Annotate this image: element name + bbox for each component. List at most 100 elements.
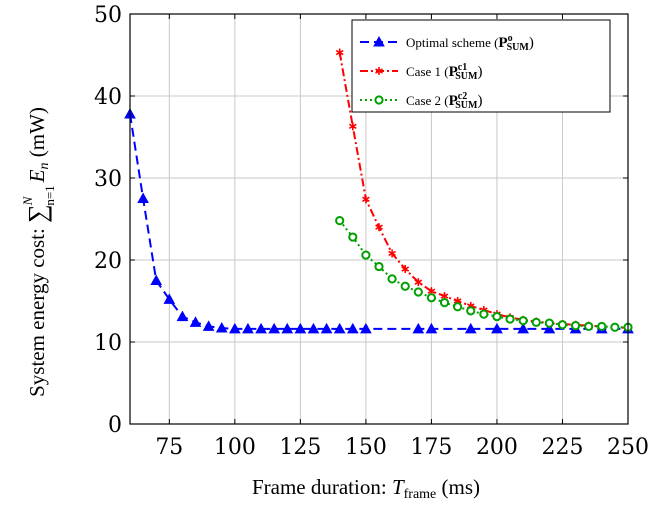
data-point [544, 318, 554, 328]
data-point [320, 322, 333, 334]
x-tick-label: 175 [410, 435, 452, 460]
legend-label-part: ) [477, 93, 482, 109]
legend-entry-2: Case 1 (Pc1 SUM) [360, 62, 482, 82]
legend-label-part: Case 1 ( [406, 64, 449, 79]
data-point [361, 250, 371, 260]
x-axis-label-unit: (ms) [436, 475, 480, 499]
y-axis-label-sum-upper: N [20, 195, 35, 206]
legend-label-part: Optimal scheme ( [406, 35, 498, 50]
data-point [426, 293, 437, 303]
data-point [189, 316, 202, 327]
x-tick-label: 250 [607, 435, 649, 460]
data-point [374, 261, 384, 272]
data-point [348, 122, 357, 131]
legend-entry-3: Case 2 (Pc2 SUM) [360, 91, 482, 111]
plot-border [129, 13, 629, 425]
data-point [137, 192, 149, 203]
data-point [464, 322, 477, 334]
marker-stroke [388, 250, 396, 257]
legend-label-part: P [449, 93, 458, 109]
data-point [479, 309, 489, 319]
data-point [228, 322, 241, 334]
data-point [388, 249, 396, 258]
legend-label-part: ) [529, 35, 534, 51]
legend-label: Case 1 (Pc1 SUM) [406, 62, 482, 82]
legend-label-part: P [498, 35, 507, 51]
marker-stroke [348, 123, 357, 130]
data-point [492, 311, 502, 322]
data-point [163, 293, 176, 304]
data-point [597, 321, 607, 332]
data-point [491, 322, 503, 334]
y-tick-label: 20 [94, 249, 122, 274]
svg-text:System energy cost: ∑Nn=1En (m: System energy cost: ∑N n=1 En (mW) [20, 107, 57, 397]
data-point [570, 321, 581, 331]
marker-stroke [401, 266, 410, 272]
legend-box [351, 19, 611, 113]
y-tick-label: 50 [94, 3, 122, 28]
data-point [362, 195, 370, 204]
legend-entry-1: Optimal scheme (Po SUM) [360, 33, 534, 53]
data-point [610, 322, 620, 332]
data-point [176, 310, 189, 322]
data-point [466, 306, 476, 316]
data-point [401, 265, 410, 274]
data-point [413, 287, 423, 297]
marker-stroke [440, 293, 449, 299]
data-point [255, 322, 267, 334]
x-tick-label: 200 [476, 435, 518, 460]
data-point [333, 322, 346, 334]
data-point [202, 320, 215, 331]
legend-swatch-marker [374, 95, 384, 105]
legend-label-part: SUM [455, 100, 478, 111]
data-point [360, 322, 372, 334]
data-point [346, 322, 359, 334]
y-axis-label-sum-lower: n=1 [42, 185, 57, 205]
legend-label-part: SUM [455, 71, 478, 82]
x-tick-label: 125 [279, 435, 321, 460]
data-point [531, 317, 541, 327]
marker-stroke [335, 49, 344, 56]
y-axis-label-unit: (mW) [25, 107, 49, 162]
series-1 [124, 108, 634, 334]
x-tick-label: 75 [155, 435, 183, 460]
y-tick-label: 0 [108, 413, 122, 438]
marker-stroke [453, 298, 462, 304]
marker-stroke [362, 196, 370, 203]
data-point [453, 302, 463, 312]
x-axis-label-symbol: T [392, 475, 405, 499]
legend-swatch-marker [375, 67, 383, 75]
legend-label-part: c1 [458, 62, 467, 73]
data-point [518, 316, 528, 326]
legend-label: Case 2 (Pc2 SUM) [406, 91, 482, 111]
legend-swatch-marker [373, 35, 385, 47]
legend-label-part: SUM [507, 42, 530, 53]
data-point [505, 314, 515, 324]
data-point [215, 322, 228, 333]
marker-stroke [375, 68, 383, 74]
data-point [242, 322, 254, 334]
data-point [294, 322, 307, 334]
x-axis-label: Frame duration: Tframe (ms) [252, 475, 480, 502]
legend-label-part: P [449, 64, 458, 80]
data-point [348, 232, 358, 242]
y-axis-label-prefix: System energy cost: [25, 223, 49, 397]
data-point [517, 322, 530, 334]
legend: Optimal scheme (Po SUM)Case 1 (Pc1 SUM)Cas… [351, 19, 611, 113]
data-point [584, 321, 594, 332]
legend-label-part: o [508, 33, 513, 44]
data-point [375, 223, 383, 232]
x-tick-label: 100 [214, 435, 256, 460]
y-tick-label: 40 [94, 85, 122, 110]
legend-label-part: Case 2 ( [406, 93, 449, 108]
y-axis-label-sum-symbol: ∑ [23, 204, 52, 223]
data-point [414, 278, 423, 287]
plot-frame [129, 13, 629, 425]
svg-text:Frame duration: Tframe (ms): Frame duration: Tframe (ms) [252, 475, 480, 502]
data-point [439, 298, 450, 308]
data-point [387, 274, 397, 284]
y-tick-label: 10 [94, 331, 122, 356]
data-point [335, 48, 344, 57]
